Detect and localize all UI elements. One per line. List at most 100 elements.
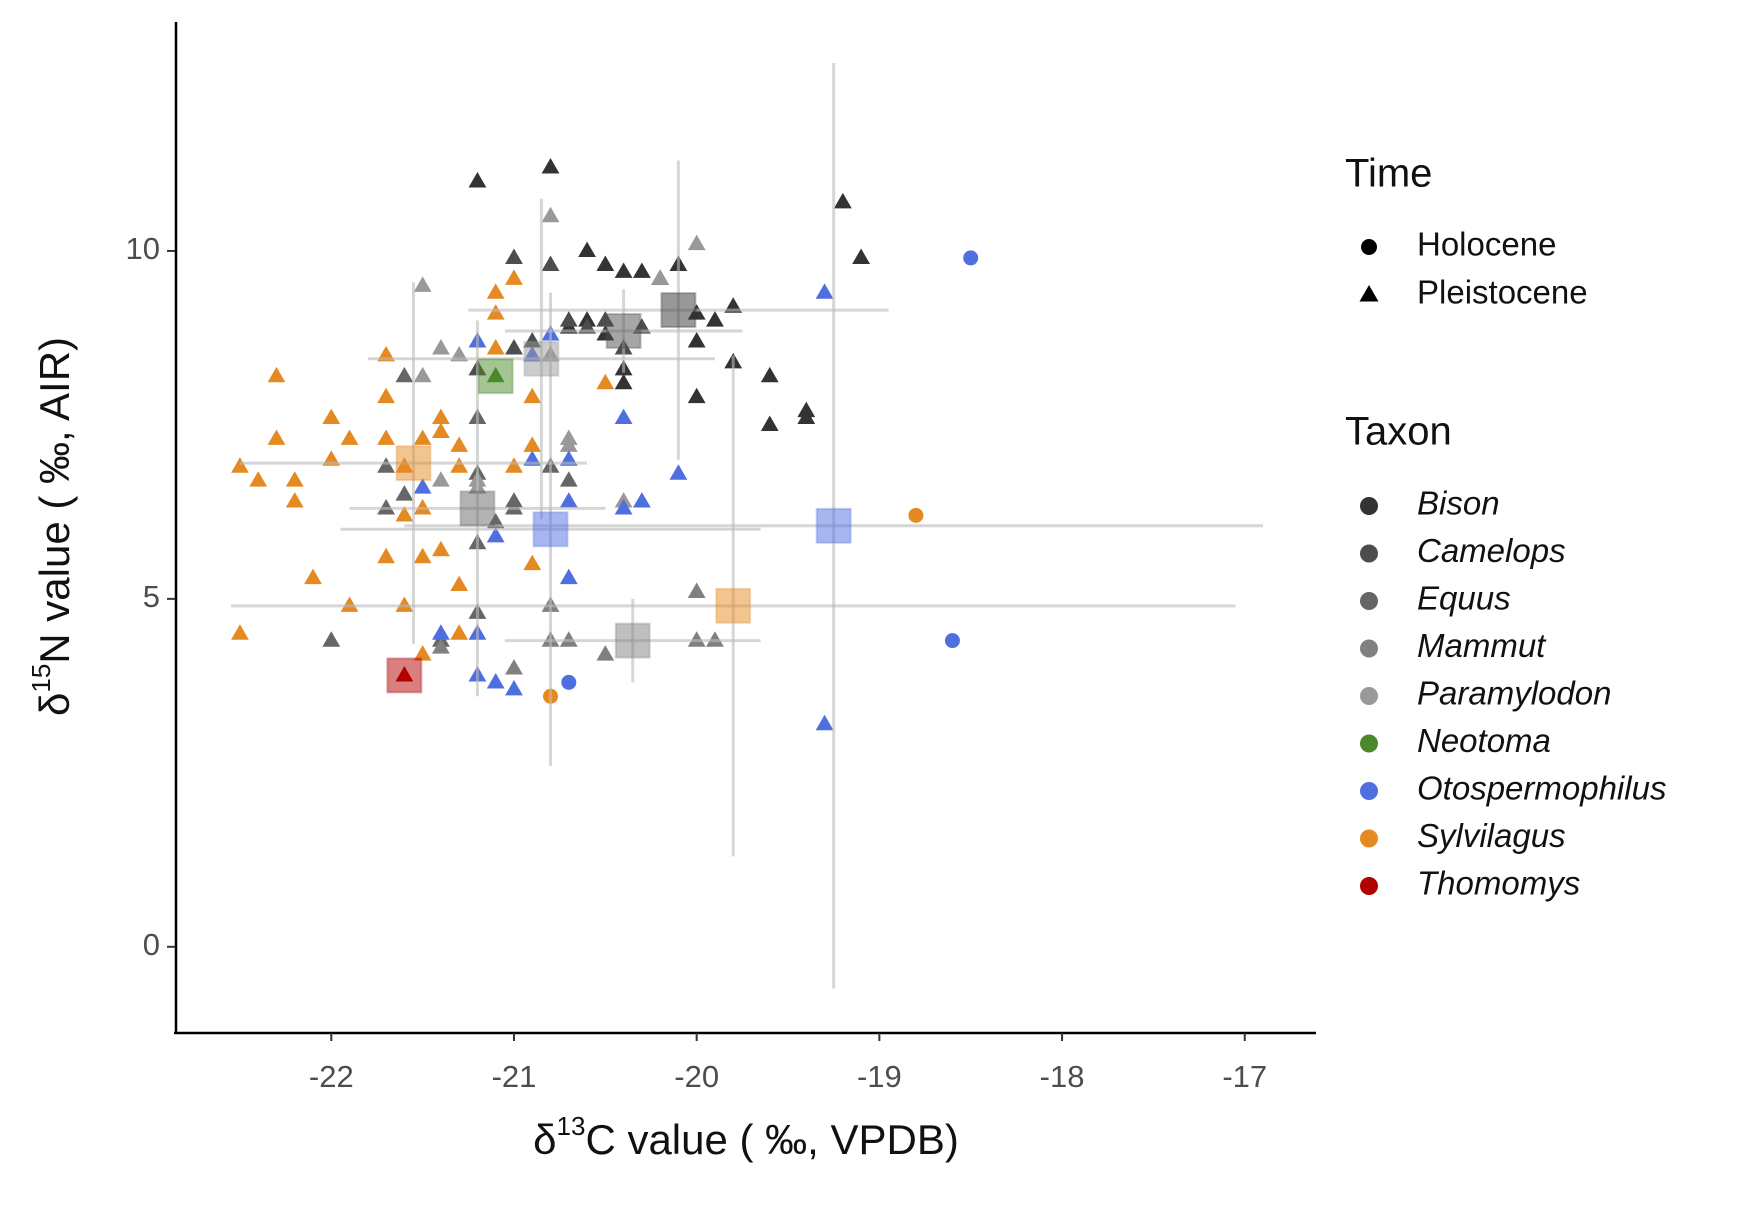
data-point (505, 492, 523, 508)
data-point (505, 457, 523, 473)
data-point (285, 471, 304, 487)
mean-marker (660, 292, 697, 329)
data-point (395, 485, 414, 501)
x-tick-label: -17 (1222, 1059, 1267, 1094)
data-point (285, 492, 304, 508)
data-point (561, 674, 577, 690)
mean-marker (459, 490, 496, 527)
legend-symbol (1360, 497, 1378, 515)
data-point (340, 429, 359, 445)
data-point (505, 248, 523, 264)
data-point (559, 311, 578, 327)
data-point (852, 248, 871, 264)
legend-symbol (1360, 877, 1378, 895)
x-tick-label: -19 (857, 1059, 902, 1094)
data-point (413, 499, 432, 515)
data-point (632, 262, 651, 278)
data-point (431, 338, 450, 355)
data-point (505, 269, 523, 285)
legend-label: Paramylodon (1417, 675, 1611, 712)
data-point (963, 250, 979, 266)
data-point (413, 478, 432, 494)
data-point (505, 338, 523, 355)
legend-label: Pleistocene (1417, 274, 1588, 311)
data-point (395, 596, 414, 612)
data-point (614, 373, 633, 390)
data-point (815, 714, 834, 731)
y-tick-label: 0 (143, 927, 160, 962)
legend-label: Bison (1417, 485, 1500, 522)
data-point (596, 255, 615, 271)
data-point (431, 624, 450, 640)
legend-label: Camelops (1417, 532, 1566, 569)
data-point (505, 679, 523, 696)
legend-symbol (1360, 829, 1378, 848)
data-point (413, 429, 432, 445)
data-point (431, 638, 450, 654)
x-axis-title-part: 13 (557, 1111, 586, 1141)
data-point (468, 171, 487, 188)
data-point (614, 262, 633, 278)
data-point (559, 631, 578, 647)
data-point (431, 540, 450, 557)
mean-marker (532, 511, 569, 548)
x-tick-label: -21 (492, 1059, 537, 1094)
data-point (249, 471, 268, 487)
data-point (231, 457, 249, 473)
data-point (486, 304, 505, 320)
data-point (541, 158, 560, 174)
data-point (322, 631, 341, 647)
mean-marker (477, 358, 514, 395)
x-tick-label: -20 (674, 1059, 719, 1094)
data-point (450, 624, 469, 640)
legend-label: Thomomys (1417, 865, 1580, 902)
data-point (450, 457, 469, 473)
data-point (596, 373, 615, 390)
data-point (450, 436, 469, 452)
data-point (797, 408, 816, 425)
data-point (340, 596, 359, 612)
data-point (395, 366, 414, 383)
y-axis-title-part: δ (31, 693, 78, 716)
data-point (505, 659, 523, 675)
data-point (706, 631, 724, 647)
data-point (377, 457, 396, 473)
data-point (450, 575, 469, 592)
data-point (687, 631, 706, 647)
legend-symbol (1360, 782, 1378, 800)
legend-label: Equus (1417, 580, 1511, 617)
data-point (944, 633, 960, 649)
data-point (632, 492, 651, 508)
data-point (706, 311, 724, 327)
data-point (377, 387, 396, 404)
data-point (651, 269, 670, 285)
legend-label: Mammut (1417, 627, 1547, 664)
data-point (267, 429, 286, 445)
data-point (486, 338, 505, 355)
mean-marker (386, 657, 423, 694)
data-point (578, 241, 596, 258)
mean-marker (614, 622, 651, 659)
data-point (559, 492, 578, 508)
y-axis-title-part: N value ( ‰, AIR) (31, 337, 78, 664)
legend-symbol (1360, 687, 1378, 705)
data-point (377, 499, 396, 515)
mean-marker (523, 340, 560, 377)
y-axis-title-part: 15 (26, 664, 56, 693)
data-point (541, 206, 560, 223)
data-point (559, 568, 578, 585)
x-axis-title-part: C value ( ‰, VPDB) (585, 1116, 958, 1163)
y-tick-label: 10 (126, 231, 160, 266)
legend-label: Otospermophilus (1417, 770, 1666, 807)
mean-marker (605, 312, 642, 349)
x-axis-title: δ13C value ( ‰, VPDB) (533, 1111, 959, 1163)
data-point (559, 471, 578, 487)
data-point (687, 234, 706, 251)
data-point (377, 547, 396, 564)
data-point (833, 192, 852, 209)
data-point (231, 624, 249, 640)
data-point (413, 645, 432, 661)
data-point (431, 408, 450, 425)
data-point (760, 366, 779, 383)
mean-marker (815, 507, 852, 544)
